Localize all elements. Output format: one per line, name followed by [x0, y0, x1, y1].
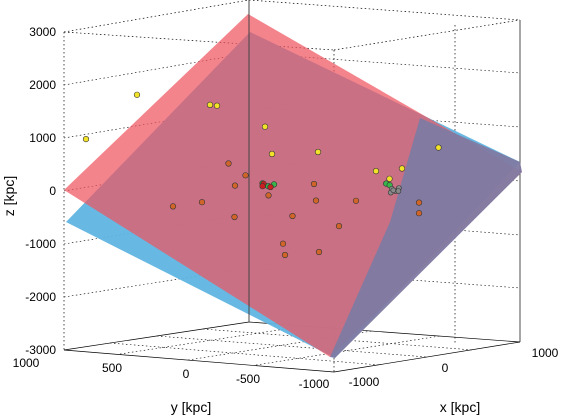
- plane-overlap: [330, 118, 522, 358]
- data-point-yellow: [386, 175, 393, 182]
- x-tick: -1000: [349, 375, 380, 389]
- z-axis-label: z [kpc]: [1, 176, 17, 216]
- data-point-grey: [395, 188, 402, 194]
- scatter-points: [82, 91, 442, 259]
- data-point-orange: [312, 197, 320, 204]
- data-point-grey: [390, 187, 397, 194]
- data-point-orange: [169, 203, 177, 210]
- data-point-yellow: [372, 168, 380, 175]
- y-tick: 1000: [13, 356, 40, 370]
- data-point-orange: [242, 172, 249, 179]
- x-tick: 0: [442, 361, 449, 375]
- x-ticks: -1000 0 1000: [349, 346, 559, 389]
- floor-grid: [109, 325, 474, 366]
- z-ticks: 3000 2000 1000 0 -1000 -2000 -3000: [25, 25, 56, 357]
- y-tick: 0: [183, 367, 190, 381]
- data-point-orange: [415, 199, 423, 206]
- data-point-orange: [198, 199, 206, 206]
- y-axis-label: y [kpc]: [171, 399, 211, 415]
- z-tick: 2000: [29, 78, 56, 92]
- data-point-yellow: [435, 144, 442, 151]
- x-axis-label: x [kpc]: [440, 399, 480, 415]
- y-ticks: 1000 500 0 -500 -1000: [13, 356, 330, 391]
- data-point-yellow: [398, 165, 406, 172]
- data-point-orange: [335, 223, 343, 230]
- x-tick: 1000: [532, 346, 559, 360]
- data-point-orange: [352, 197, 360, 204]
- data-point-red-dark: [259, 183, 266, 190]
- z-tick: 3000: [29, 25, 56, 39]
- data-point-orange: [265, 192, 272, 199]
- z-tick: 1000: [29, 131, 56, 145]
- data-point-orange: [225, 160, 232, 167]
- z-tick: 0: [49, 184, 56, 198]
- y-tick: -1000: [299, 377, 330, 391]
- y-tick: 500: [102, 361, 122, 375]
- data-point-yellow: [268, 150, 276, 158]
- data-point-orange: [279, 240, 287, 247]
- data-point-yellow: [206, 101, 214, 108]
- data-point-yellow: [314, 148, 322, 156]
- z-tick: -2000: [25, 290, 56, 304]
- data-point-orange: [415, 210, 423, 217]
- z-tick: -3000: [25, 343, 56, 357]
- data-point-yellow: [213, 102, 221, 109]
- data-point-red-dark: [267, 183, 274, 191]
- data-point-orange: [231, 213, 238, 221]
- data-point-yellow: [133, 91, 141, 98]
- data-point-orange: [289, 212, 296, 220]
- data-point-orange: [231, 182, 239, 189]
- data-point-yellow: [261, 123, 269, 130]
- data-point-orange: [310, 180, 318, 188]
- data-point-orange: [281, 251, 289, 259]
- data-point-orange: [315, 248, 323, 256]
- y-tick: -500: [236, 372, 260, 386]
- data-point-yellow: [82, 136, 90, 143]
- z-tick: -1000: [25, 237, 56, 251]
